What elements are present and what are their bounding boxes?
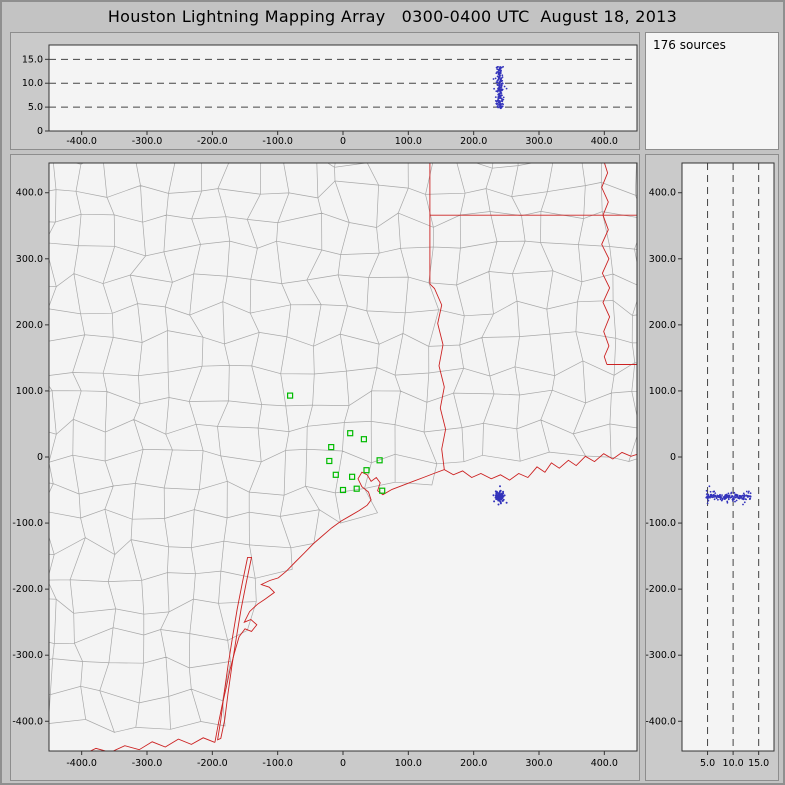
altitude-ns-plot[interactable]: 5.0 10.0 15.0 400.0 300.0 200.0 100.0 0 -100.0 -2… (646, 155, 778, 780)
source-points (492, 485, 508, 506)
svg-text:10.0: 10.0 (22, 78, 43, 89)
state-border (601, 163, 611, 365)
altitude-ew-panel: -400.0 -300.0 -200.0 -100.0 0 100.0 200.0 300.0… (10, 32, 640, 150)
svg-text:300.0: 300.0 (649, 254, 676, 265)
svg-text:-100.0: -100.0 (12, 518, 43, 529)
svg-text:200.0: 200.0 (460, 136, 487, 147)
svg-text:300.0: 300.0 (525, 758, 552, 769)
source-points (705, 485, 752, 506)
source-count-label: 176 sources (653, 38, 726, 52)
svg-text:-400.0: -400.0 (646, 716, 676, 727)
svg-text:-200.0: -200.0 (197, 758, 228, 769)
svg-text:-200.0: -200.0 (12, 584, 43, 595)
svg-text:10.0: 10.0 (723, 758, 744, 769)
plan-view-plot[interactable]: -400.0 -300.0 -200.0 -100.0 0 100.0 200.0 300.0… (11, 155, 639, 780)
svg-text:-100.0: -100.0 (262, 758, 293, 769)
svg-text:200.0: 200.0 (460, 758, 487, 769)
svg-text:-300.0: -300.0 (132, 758, 163, 769)
svg-text:100.0: 100.0 (649, 386, 676, 397)
svg-text:300.0: 300.0 (525, 136, 552, 147)
svg-text:300.0: 300.0 (16, 254, 43, 265)
svg-text:100.0: 100.0 (395, 136, 422, 147)
svg-text:-100.0: -100.0 (646, 518, 676, 529)
altitude-ns-panel: 5.0 10.0 15.0 400.0 300.0 200.0 100.0 0 -100.0 -2… (645, 154, 779, 781)
svg-text:-400.0: -400.0 (66, 136, 97, 147)
state-border (429, 283, 447, 470)
coastline (214, 451, 637, 743)
source-points (492, 65, 508, 110)
svg-text:100.0: 100.0 (16, 386, 43, 397)
svg-text:400.0: 400.0 (16, 188, 43, 199)
svg-text:400.0: 400.0 (649, 188, 676, 199)
svg-text:0: 0 (340, 758, 346, 769)
svg-text:0: 0 (37, 452, 43, 463)
svg-text:-300.0: -300.0 (646, 650, 676, 661)
svg-text:400.0: 400.0 (591, 758, 618, 769)
svg-text:-300.0: -300.0 (132, 136, 163, 147)
svg-text:15.0: 15.0 (748, 758, 769, 769)
altitude-ew-plot[interactable]: -400.0 -300.0 -200.0 -100.0 0 100.0 200.0 300.0… (11, 33, 639, 149)
svg-text:5.0: 5.0 (28, 102, 43, 113)
barrier-island (217, 556, 253, 741)
plot-title: Houston Lightning Mapping Array 0300-040… (107, 7, 678, 26)
svg-text:200.0: 200.0 (649, 320, 676, 331)
rio-grande-border (89, 737, 216, 751)
axes: -400.0 -300.0 -200.0 -100.0 0 100.0 200.0 300.0… (22, 44, 638, 147)
svg-text:0: 0 (340, 136, 346, 147)
svg-text:200.0: 200.0 (16, 320, 43, 331)
svg-text:-400.0: -400.0 (66, 758, 97, 769)
svg-text:5.0: 5.0 (700, 758, 715, 769)
svg-text:0: 0 (670, 452, 676, 463)
plan-view-panel: -400.0 -300.0 -200.0 -100.0 0 100.0 200.0 300.0… (10, 154, 640, 781)
svg-text:15.0: 15.0 (22, 54, 43, 65)
svg-text:0: 0 (37, 126, 43, 137)
svg-text:-200.0: -200.0 (197, 136, 228, 147)
axes: 5.0 10.0 15.0 400.0 300.0 200.0 100.0 0 -100.0 -2… (646, 162, 775, 769)
svg-text:-200.0: -200.0 (646, 584, 676, 595)
svg-text:100.0: 100.0 (395, 758, 422, 769)
lma-stations (287, 392, 386, 494)
county-lines (49, 163, 637, 733)
svg-text:-400.0: -400.0 (12, 716, 43, 727)
svg-text:400.0: 400.0 (591, 136, 618, 147)
axes: -400.0 -300.0 -200.0 -100.0 0 100.0 200.0 300.0… (12, 162, 638, 769)
svg-text:-300.0: -300.0 (12, 650, 43, 661)
source-count-panel: 176 sources (645, 32, 779, 150)
svg-text:-100.0: -100.0 (262, 136, 293, 147)
